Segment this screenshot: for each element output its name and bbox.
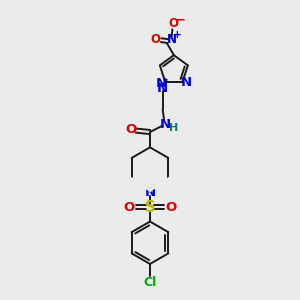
Text: N: N: [144, 186, 156, 199]
Text: N: N: [167, 33, 176, 46]
Text: N: N: [157, 82, 168, 95]
Text: Cl: Cl: [143, 276, 157, 289]
Text: N: N: [156, 77, 167, 90]
Text: H: H: [169, 123, 178, 133]
Text: +: +: [172, 30, 181, 40]
Text: −: −: [175, 13, 186, 26]
Text: O: O: [165, 201, 176, 214]
Text: S: S: [145, 200, 155, 215]
Text: O: O: [124, 201, 135, 214]
Text: O: O: [150, 33, 160, 46]
Text: N: N: [181, 76, 192, 89]
Text: O: O: [169, 17, 179, 31]
Text: N: N: [160, 118, 171, 130]
Text: O: O: [125, 123, 136, 136]
